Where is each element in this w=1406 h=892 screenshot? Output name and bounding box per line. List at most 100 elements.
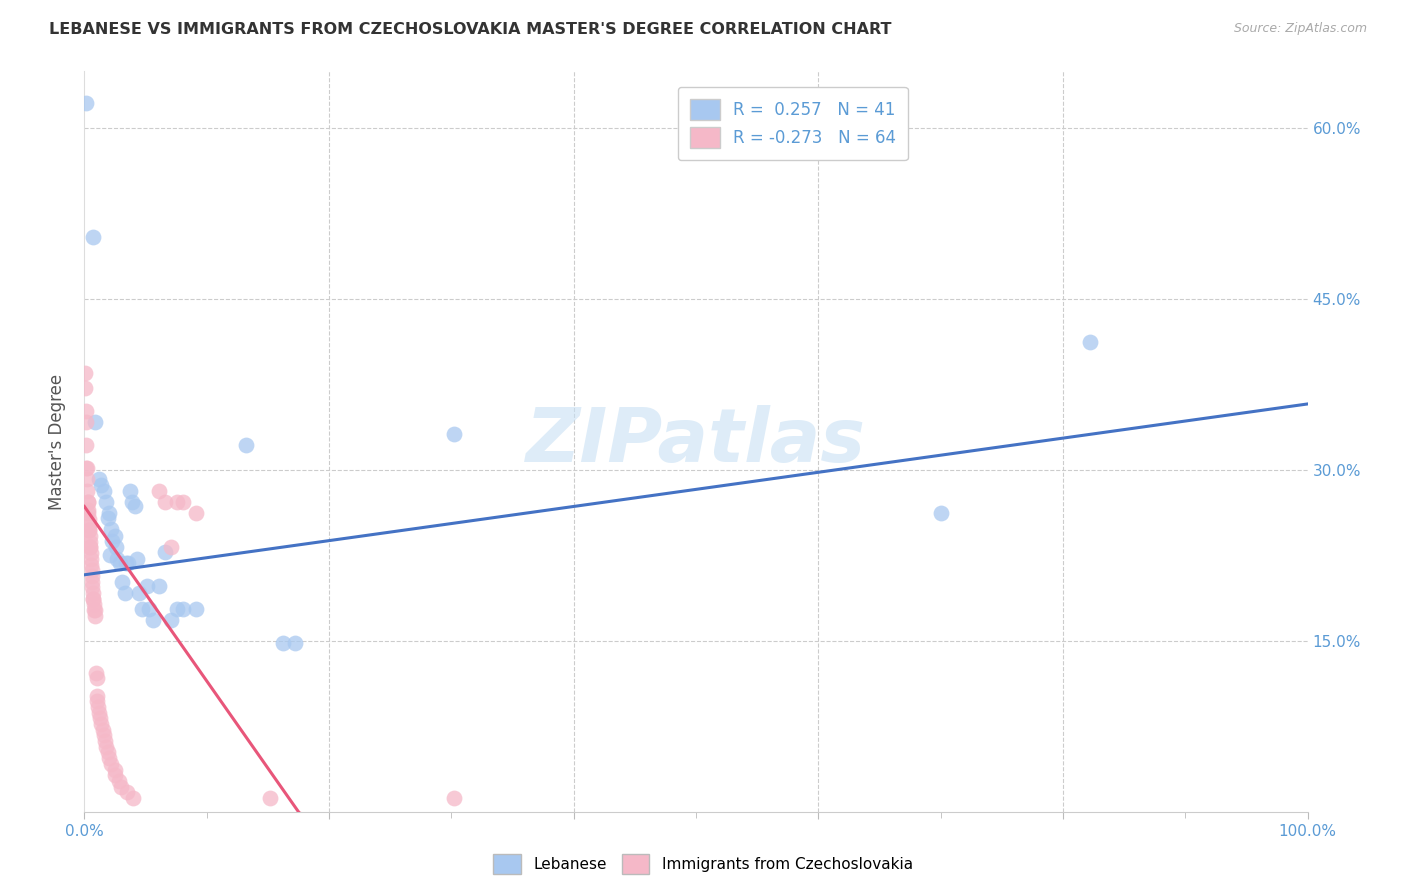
Point (184, 602, 207, 616)
Point (118, 483, 141, 498)
Point (96, 495, 118, 509)
Point (93, 483, 115, 498)
Point (84, 608, 107, 623)
Point (76, 472, 98, 486)
Point (90, 717, 112, 731)
Point (131, 602, 153, 616)
Point (105, 541, 128, 555)
Point (97, 751, 120, 765)
Point (79, 524, 101, 538)
Point (142, 613, 165, 627)
Point (73, 366, 96, 380)
Point (166, 495, 188, 509)
Point (82, 591, 104, 606)
Legend: Lebanese, Immigrants from Czechoslovakia: Lebanese, Immigrants from Czechoslovakia (488, 848, 918, 880)
Point (80, 552, 103, 566)
Point (110, 780, 132, 794)
Point (86, 672, 108, 686)
Point (80, 563, 103, 577)
Point (77, 495, 100, 509)
Point (75, 415, 97, 429)
Point (148, 483, 170, 498)
Point (235, 438, 257, 452)
Text: ZIPatlas: ZIPatlas (526, 405, 866, 478)
Point (160, 613, 183, 627)
Point (80, 546, 103, 560)
Point (124, 500, 146, 514)
Point (97, 746, 120, 760)
Point (929, 506, 952, 520)
Point (80, 558, 103, 572)
Point (100, 522, 122, 536)
Point (153, 545, 176, 559)
Point (96, 739, 118, 754)
Point (125, 552, 148, 566)
Point (121, 495, 143, 509)
Point (87, 706, 110, 720)
Point (75, 460, 97, 475)
Point (82, 591, 104, 606)
Point (75, 96, 97, 111)
Point (76, 483, 98, 498)
Point (75, 381, 97, 395)
Point (115, 785, 138, 799)
Point (79, 541, 101, 555)
Point (104, 768, 127, 782)
Point (86, 689, 108, 703)
Point (91, 723, 114, 737)
Point (104, 529, 127, 543)
Point (77, 512, 100, 526)
Point (104, 763, 127, 777)
Point (1078, 335, 1101, 350)
Point (111, 574, 134, 589)
Point (86, 694, 108, 708)
Point (100, 756, 122, 771)
Point (443, 426, 465, 441)
Point (93, 728, 115, 742)
Point (82, 580, 104, 594)
Point (148, 579, 170, 593)
Point (108, 557, 131, 571)
Point (128, 586, 150, 600)
Y-axis label: Master's Degree: Master's Degree (48, 374, 66, 509)
Point (271, 636, 294, 650)
Point (114, 586, 136, 600)
Point (77, 517, 100, 532)
Legend: R =  0.257   N = 41, R = -0.273   N = 64: R = 0.257 N = 41, R = -0.273 N = 64 (678, 87, 908, 160)
Point (97, 506, 120, 520)
Point (153, 495, 176, 509)
Point (90, 478, 112, 492)
Point (75, 438, 97, 452)
Point (94, 734, 117, 748)
Point (83, 603, 105, 617)
Text: LEBANESE VS IMMIGRANTS FROM CZECHOSLOVAKIA MASTER'S DEGREE CORRELATION CHART: LEBANESE VS IMMIGRANTS FROM CZECHOSLOVAK… (49, 22, 891, 37)
Point (82, 586, 104, 600)
Point (87, 700, 110, 714)
Point (83, 598, 105, 612)
Point (101, 533, 124, 548)
Point (107, 774, 129, 789)
Point (77, 503, 100, 517)
Point (115, 557, 138, 571)
Point (76, 460, 98, 475)
Point (117, 557, 139, 571)
Point (97, 511, 120, 525)
Point (82, 229, 104, 244)
Point (160, 541, 183, 555)
Point (98, 549, 121, 563)
Point (172, 602, 194, 616)
Point (122, 791, 145, 805)
Point (79, 534, 101, 549)
Point (79, 541, 101, 555)
Point (84, 415, 107, 429)
Point (79, 529, 101, 543)
Point (87, 472, 110, 486)
Point (259, 791, 281, 805)
Point (89, 711, 111, 725)
Point (166, 602, 188, 616)
Point (83, 603, 105, 617)
Point (135, 579, 157, 593)
Point (76, 495, 98, 509)
Text: Source: ZipAtlas.com: Source: ZipAtlas.com (1233, 22, 1367, 36)
Point (105, 552, 128, 566)
